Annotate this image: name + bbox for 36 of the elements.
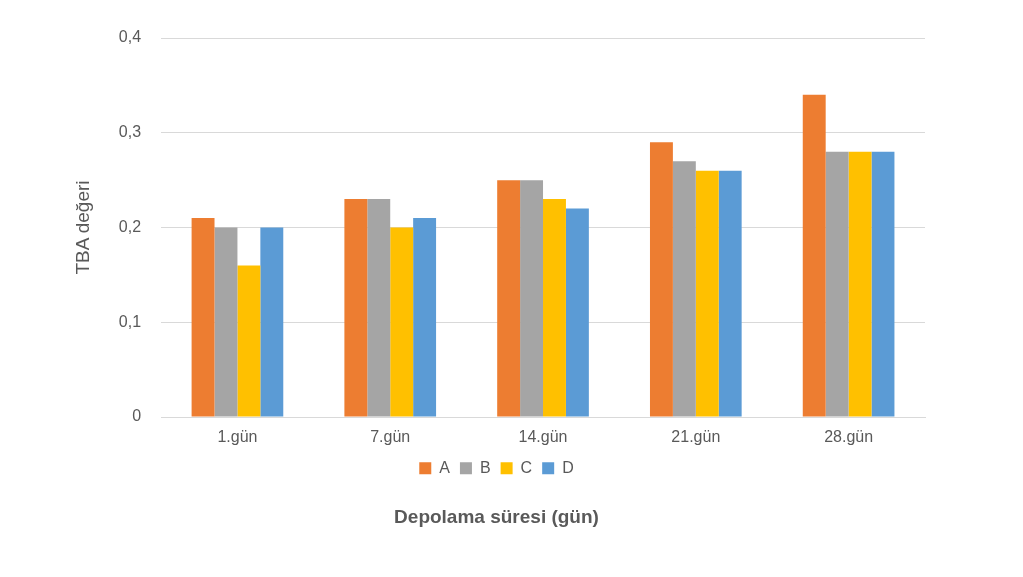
y-tick-label: 0,4	[118, 28, 142, 46]
y-tick-label: 0	[132, 407, 142, 425]
bar	[191, 218, 215, 417]
bar	[825, 151, 849, 417]
bar	[237, 265, 261, 417]
x-tick-label: 7.gün	[370, 428, 411, 446]
bar	[672, 161, 696, 417]
bar	[565, 208, 589, 417]
bar	[413, 218, 437, 417]
x-tick-label: 21.gün	[671, 428, 721, 446]
bar	[848, 151, 872, 417]
legend-label: B	[479, 458, 491, 476]
x-axis-title: Depolama süresi (gün)	[394, 505, 599, 527]
bar	[871, 151, 895, 417]
bar	[543, 199, 566, 417]
y-tick-label: 0,3	[118, 123, 142, 141]
bar	[214, 227, 238, 417]
bar	[695, 170, 719, 417]
bar	[344, 199, 368, 417]
bar	[520, 180, 544, 417]
x-tick-label: 28.gün	[824, 428, 874, 446]
legend-label: D	[562, 458, 574, 476]
bar	[718, 170, 742, 417]
y-axis-title: TBA değeri	[71, 180, 93, 275]
x-tick-label: 1.gün	[217, 428, 258, 446]
bar	[497, 180, 521, 417]
bar	[367, 199, 391, 417]
y-tick-label: 0,2	[118, 217, 142, 235]
bar	[802, 94, 826, 417]
bar	[390, 227, 414, 417]
x-tick-label: 14.gün	[518, 428, 568, 446]
legend-label: C	[520, 458, 533, 476]
bar	[260, 227, 284, 417]
bar	[649, 142, 673, 417]
legend-label: A	[439, 458, 451, 476]
y-tick-label: 0,1	[118, 312, 142, 330]
